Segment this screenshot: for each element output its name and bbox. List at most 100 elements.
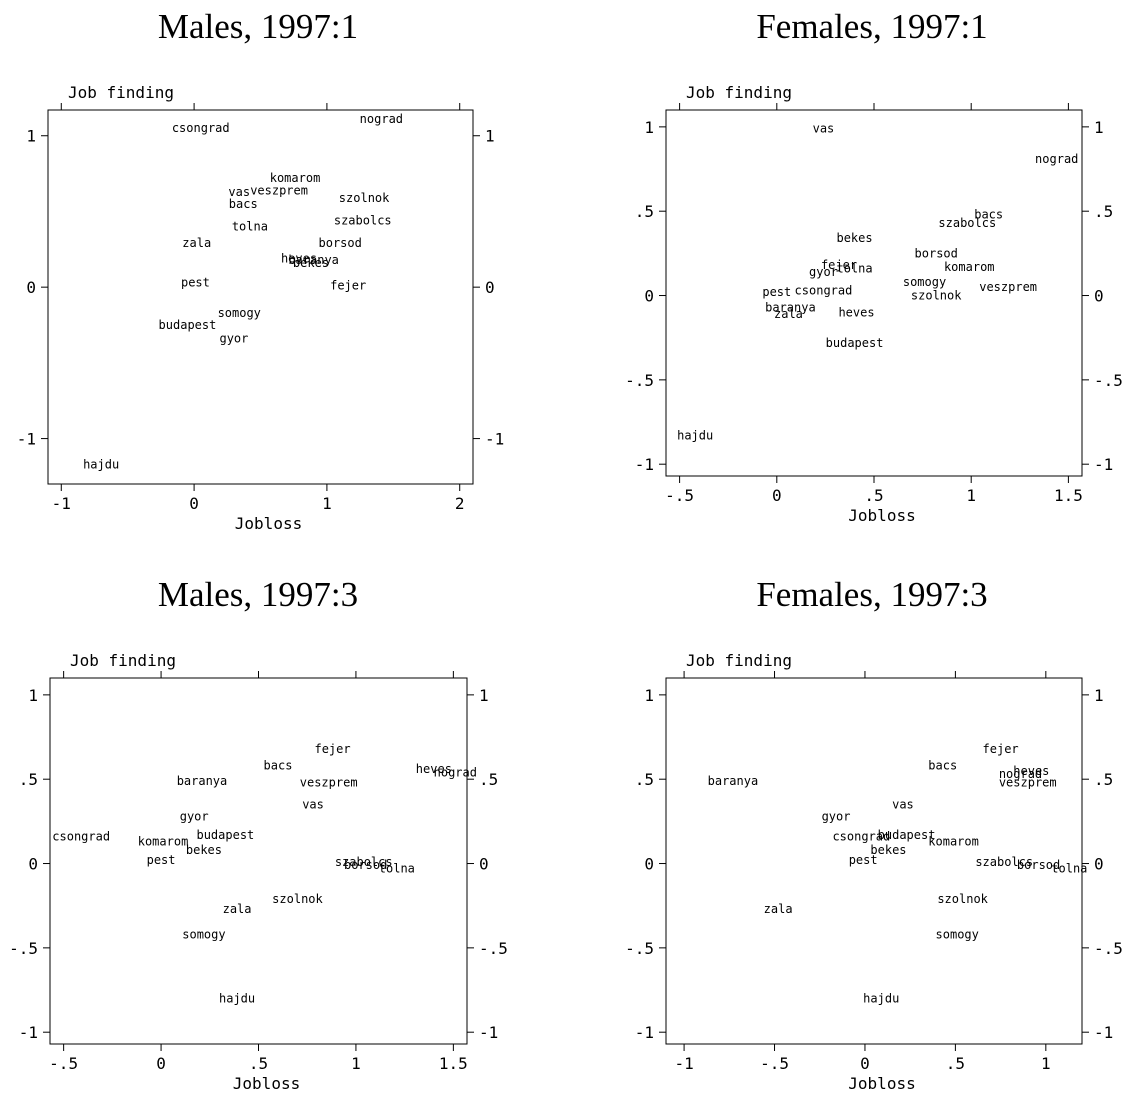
y-tick-label: -1 xyxy=(19,1023,38,1042)
point-label-fejer: fejer xyxy=(821,258,857,272)
x-tick-label: -1 xyxy=(52,494,71,513)
point-label-baranya: baranya xyxy=(288,253,339,267)
point-label-borsod: borsod xyxy=(1017,858,1060,872)
x-tick-label: 1.5 xyxy=(439,1054,468,1073)
y-tick-label: .5 xyxy=(635,770,654,789)
y-tick-label-right: 1 xyxy=(485,127,495,146)
x-tick-label: 1 xyxy=(322,494,332,513)
point-label-baranya: baranya xyxy=(177,774,228,788)
y-tick-label: 0 xyxy=(644,287,654,306)
point-label-somogy: somogy xyxy=(903,275,946,289)
y-tick-label-right: 1 xyxy=(479,686,489,705)
point-label-somogy: somogy xyxy=(218,306,261,320)
point-label-bacs: bacs xyxy=(974,208,1003,222)
y-tick-label-right: -.5 xyxy=(1094,939,1123,958)
x-tick-label: 0 xyxy=(156,1054,166,1073)
x-tick-label: 0 xyxy=(189,494,199,513)
point-label-komarom: komarom xyxy=(944,260,995,274)
point-label-heves: heves xyxy=(416,762,452,776)
point-label-heves: heves xyxy=(838,305,874,319)
point-label-szabolcs: szabolcs xyxy=(975,855,1033,869)
point-label-nograd: nograd xyxy=(434,765,477,779)
point-label-nograd: nograd xyxy=(360,112,403,126)
y-tick-label: 1 xyxy=(644,686,654,705)
y-tick-label-right: -1 xyxy=(479,1023,498,1042)
scatter-panel-1: Males, 1997:1 Job finding Jobloss -1 0 1 2 -1 -1… xyxy=(17,7,505,533)
y-tick-label: 0 xyxy=(644,855,654,874)
point-label-pest: pest xyxy=(762,285,791,299)
x-axis-label: Jobloss xyxy=(233,1074,300,1093)
point-label-veszprem: veszprem xyxy=(979,280,1037,294)
point-label-vas: vas xyxy=(302,797,324,811)
point-label-gyor: gyor xyxy=(180,809,209,823)
point-label-bacs: bacs xyxy=(229,197,258,211)
point-label-budapest: budapest xyxy=(196,828,254,842)
y-axis-label: Job finding xyxy=(686,83,792,102)
y-tick-label: -.5 xyxy=(625,371,654,390)
point-label-szabolcs: szabolcs xyxy=(938,216,996,230)
panel-title: Males, 1997:1 xyxy=(158,7,358,46)
scatter-panel-4: Females, 1997:3 Job finding Jobloss -1 -.5 0.… xyxy=(625,575,1123,1093)
point-label-somogy: somogy xyxy=(936,927,979,941)
x-tick-label: -.5 xyxy=(665,486,694,505)
point-label-pest: pest xyxy=(849,853,878,867)
y-tick-label-right: 0 xyxy=(479,855,489,874)
point-label-baranya: baranya xyxy=(708,774,759,788)
x-tick-label: 2 xyxy=(455,494,465,513)
point-label-fejer: fejer xyxy=(314,742,350,756)
point-label-borsod: borsod xyxy=(915,246,958,260)
y-tick-label: .5 xyxy=(635,202,654,221)
y-tick-label: -.5 xyxy=(625,939,654,958)
x-tick-label: 1 xyxy=(351,1054,361,1073)
point-label-szolnok: szolnok xyxy=(339,191,390,205)
point-label-bacs: bacs xyxy=(264,759,293,773)
panel-title: Females, 1997:1 xyxy=(756,7,987,46)
y-tick-label-right: -.5 xyxy=(479,939,508,958)
point-label-gyor: gyor xyxy=(822,809,851,823)
point-label-szabolcs: szabolcs xyxy=(334,214,392,228)
x-axis-label: Jobloss xyxy=(848,506,915,525)
y-tick-label: .5 xyxy=(19,770,38,789)
point-label-pest: pest xyxy=(147,853,176,867)
point-label-tolna: tolna xyxy=(1051,862,1087,876)
y-tick-label-right: -1 xyxy=(485,430,504,449)
point-label-szolnok: szolnok xyxy=(272,892,323,906)
point-label-veszprem: veszprem xyxy=(300,776,358,790)
y-tick-label: 1 xyxy=(644,118,654,137)
point-label-hajdu: hajdu xyxy=(863,991,899,1005)
plot-frame xyxy=(665,677,1083,1045)
y-tick-label-right: -1 xyxy=(1094,1023,1113,1042)
x-tick-label: -1 xyxy=(674,1054,693,1073)
point-label-hajdu: hajdu xyxy=(677,429,713,443)
point-label-veszprem: veszprem xyxy=(999,776,1057,790)
y-tick-label: 0 xyxy=(28,855,38,874)
y-tick-label-right: 1 xyxy=(1094,118,1104,137)
x-tick-label: .5 xyxy=(946,1054,965,1073)
point-label-borsod: borsod xyxy=(344,858,387,872)
point-label-csongrad: csongrad xyxy=(795,283,853,297)
point-label-szolnok: szolnok xyxy=(937,892,988,906)
y-tick-label: 1 xyxy=(28,686,38,705)
panel-title: Males, 1997:3 xyxy=(158,575,358,614)
point-label-komarom: komarom xyxy=(928,835,979,849)
y-tick-label-right: -.5 xyxy=(1094,371,1123,390)
point-label-tolna: tolna xyxy=(836,262,872,276)
x-tick-label: 0 xyxy=(860,1054,870,1073)
point-label-csongrad: csongrad xyxy=(52,830,110,844)
point-label-pest: pest xyxy=(181,276,210,290)
y-tick-label: -.5 xyxy=(9,939,38,958)
x-tick-label: -.5 xyxy=(49,1054,78,1073)
y-axis-label: Job finding xyxy=(68,83,174,102)
point-label-bacs: bacs xyxy=(928,759,957,773)
y-tick-label-right: .5 xyxy=(1094,770,1113,789)
y-axis-label: Job finding xyxy=(70,651,176,670)
point-label-bekes: bekes xyxy=(836,231,872,245)
x-tick-label: 1 xyxy=(1041,1054,1051,1073)
point-label-csongrad: csongrad xyxy=(832,830,890,844)
point-label-fejer: fejer xyxy=(330,279,366,293)
y-tick-label-right: 0 xyxy=(1094,287,1104,306)
x-tick-label: 1.5 xyxy=(1054,486,1083,505)
x-tick-label: .5 xyxy=(864,486,883,505)
y-tick-label: 0 xyxy=(26,278,36,297)
